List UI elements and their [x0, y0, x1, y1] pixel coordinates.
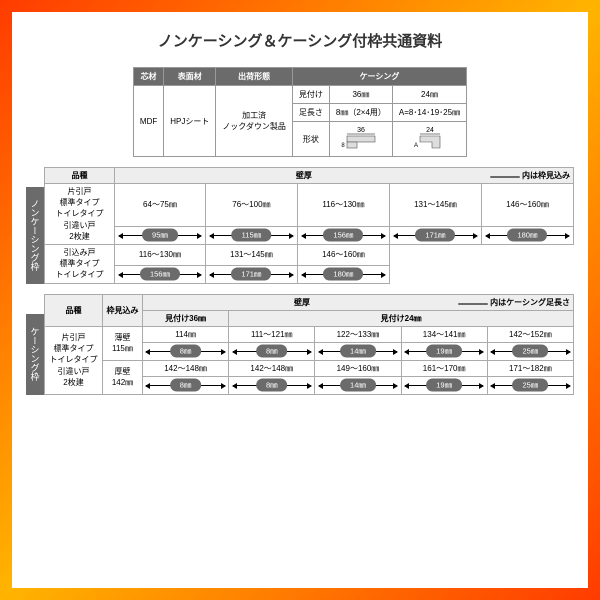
mat-hd-ship: 出荷形態 [216, 68, 293, 86]
c-thick-r-3: 161～170㎜ [401, 360, 487, 376]
nc-r1-val-1: 115㎜ [205, 226, 297, 244]
shape-36: 36 8 [329, 122, 392, 157]
c-kabeatsu-text: 壁厚 [294, 297, 310, 308]
nc-r1-val-0: 95㎜ [115, 226, 206, 244]
c-thick-v-0: 8㎜ [143, 376, 229, 394]
noncasing-block: ノンケーシング枠 品種 壁厚 内は枠見込み 片引戸 標準タイプ トイレタイプ 引… [26, 167, 574, 284]
mat-surface: HPJシート [164, 86, 216, 157]
mat-hd-casing: ケーシング [292, 68, 466, 86]
c-note-pill [458, 303, 488, 305]
svg-text:8: 8 [341, 143, 345, 149]
c-thin-r-3: 134～141㎜ [401, 326, 487, 342]
c-hd-kabeatsu: 壁厚 内はケーシング足長さ [143, 294, 574, 310]
c-hd-wakumi: 枠見込み [103, 294, 143, 326]
sheet: ノンケーシング＆ケーシング付枠共通資料 芯材 表面材 出荷形態 ケーシング MD… [12, 12, 588, 588]
nc-note-pill [490, 176, 520, 178]
c-thin-r-2: 122～133㎜ [315, 326, 401, 342]
mat-shape-label: 形状 [292, 122, 329, 157]
nc-r1-range-4: 146～160㎜ [481, 184, 573, 227]
c-hd-hinshu: 品種 [45, 294, 103, 326]
nc-r1-val-3: 171㎜ [389, 226, 481, 244]
c-note: 内はケーシング足長さ [490, 298, 570, 307]
mat-core: MDF [133, 86, 163, 157]
nc-r2-val-1: 171㎜ [205, 265, 297, 283]
nc-r1-range-0: 64～75㎜ [115, 184, 206, 227]
nc-r1-val-4: 180㎜ [481, 226, 573, 244]
svg-text:36: 36 [357, 127, 365, 134]
c-thick-v-2: 14㎜ [315, 376, 401, 394]
noncasing-table: 品種 壁厚 内は枠見込み 片引戸 標準タイプ トイレタイプ 引違い戸 2枚建 6… [44, 167, 574, 284]
c-thick-v-1: 8㎜ [229, 376, 315, 394]
mat-ashinaga-24: A=8･14･19･25㎜ [392, 104, 466, 122]
c-mitsuke36: 見付け36㎜ [143, 310, 229, 326]
material-table: 芯材 表面材 出荷形態 ケーシング MDF HPJシート 加工済 ノックダウン製… [133, 67, 467, 157]
casing-table: 品種 枠見込み 壁厚 内はケーシング足長さ 見付け36㎜ 見付け24㎜ [44, 294, 574, 395]
svg-text:A: A [413, 143, 417, 149]
nc-hd-hinshu: 品種 [45, 168, 115, 184]
c-thick-v-3: 19㎜ [401, 376, 487, 394]
mat-mitsuke-label: 見付け [292, 86, 329, 104]
c-thin-r-4: 142～152㎜ [487, 326, 573, 342]
nc-r1-range-2: 116～130㎜ [297, 184, 389, 227]
c-thin-v-0: 8㎜ [143, 342, 229, 360]
c-thin-r-1: 111～121㎜ [229, 326, 315, 342]
nc-r1-range-1: 76～100㎜ [205, 184, 297, 227]
c-thick-r-0: 142～148㎜ [143, 360, 229, 376]
mat-ashinaga-label: 足長さ [292, 104, 329, 122]
c-thick-v-4: 25㎜ [487, 376, 573, 394]
c-row-label: 片引戸 標準タイプ トイレタイプ 引違い戸 2枚建 [45, 326, 103, 394]
c-thin-label: 薄壁 115㎜ [103, 326, 143, 360]
casing-block: ケーシング枠 品種 枠見込み 壁厚 内はケーシング足長さ 見付け36㎜ [26, 294, 574, 395]
c-thick-r-4: 171～182㎜ [487, 360, 573, 376]
c-thick-label: 厚壁 142㎜ [103, 360, 143, 394]
nc-r2-val-0: 156㎜ [115, 265, 206, 283]
mat-hd-core: 芯材 [133, 68, 163, 86]
mat-24: 24㎜ [392, 86, 466, 104]
casing-vlabel: ケーシング枠 [26, 314, 44, 395]
c-thin-v-4: 25㎜ [487, 342, 573, 360]
nc-row2-label: 引込み戸 標準タイプ トイレタイプ [45, 244, 115, 283]
nc-row1-label: 片引戸 標準タイプ トイレタイプ 引違い戸 2枚建 [45, 184, 115, 245]
nc-r2-val-2: 180㎜ [297, 265, 389, 283]
mat-ashinaga-36: 8㎜（2×4用） [329, 104, 392, 122]
noncasing-vlabel: ノンケーシング枠 [26, 187, 44, 284]
c-thin-v-2: 14㎜ [315, 342, 401, 360]
nc-r2-range-2: 146～160㎜ [297, 244, 389, 265]
mat-ship: 加工済 ノックダウン製品 [216, 86, 293, 157]
c-mitsuke24: 見付け24㎜ [229, 310, 574, 326]
nc-r1-range-3: 131～145㎜ [389, 184, 481, 227]
c-thin-r-0: 114㎜ [143, 326, 229, 342]
c-thin-v-1: 8㎜ [229, 342, 315, 360]
shape-24: 24 A [392, 122, 466, 157]
svg-text:24: 24 [426, 127, 434, 134]
c-thick-r-1: 142～148㎜ [229, 360, 315, 376]
c-thick-r-2: 149～160㎜ [315, 360, 401, 376]
nc-hd-kabeatsu: 壁厚 内は枠見込み [115, 168, 574, 184]
nc-r2-range-1: 131～145㎜ [205, 244, 297, 265]
nc-note: 内は枠見込み [522, 171, 570, 180]
mat-36: 36㎜ [329, 86, 392, 104]
nc-kabeatsu-text: 壁厚 [296, 170, 312, 181]
nc-r1-val-2: 156㎜ [297, 226, 389, 244]
page-title: ノンケーシング＆ケーシング付枠共通資料 [26, 30, 574, 51]
c-thin-v-3: 19㎜ [401, 342, 487, 360]
mat-hd-surface: 表面材 [164, 68, 216, 86]
nc-r2-range-0: 116～130㎜ [115, 244, 206, 265]
